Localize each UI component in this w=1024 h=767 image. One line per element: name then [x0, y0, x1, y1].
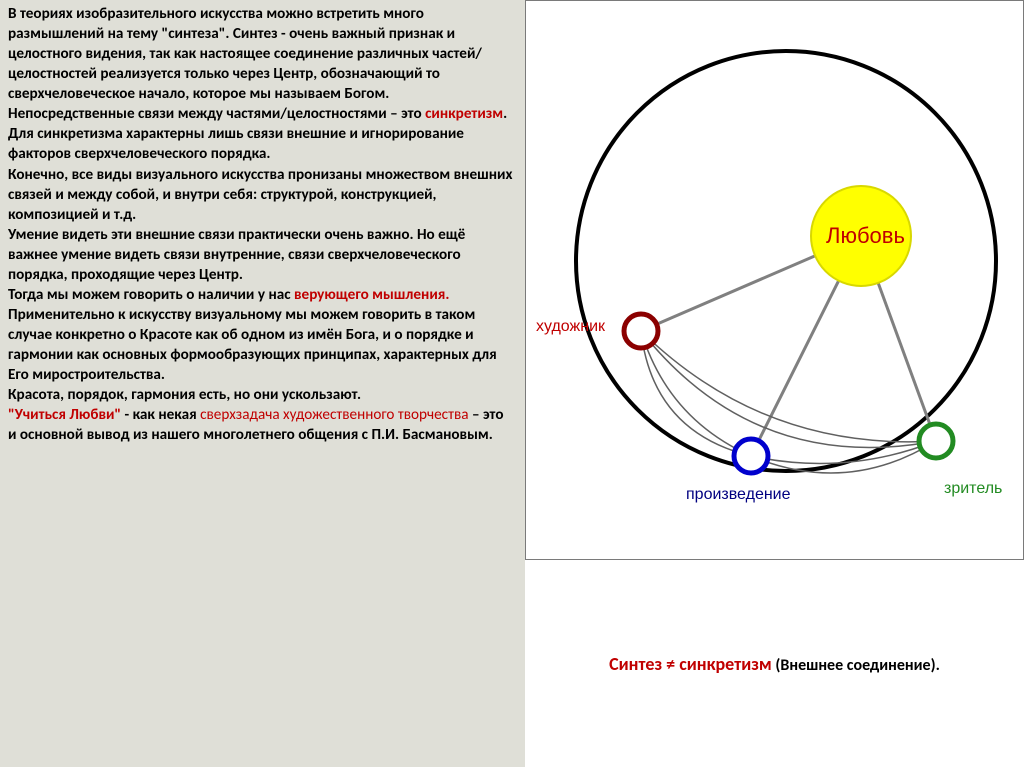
p2c: . [503, 105, 507, 123]
caption-c: (Внешнее соединение). [772, 656, 940, 675]
paragraph-4: Конечно, все виды визуального искусства … [8, 165, 515, 225]
paragraph-3: Для синкретизма характерны лишь связи вн… [8, 124, 515, 164]
paragraph-1: В теориях изобразительного искусства мож… [8, 4, 515, 104]
right-panel: Любовь художник произведение зритель Синтез… [525, 0, 1024, 767]
text-panel: В теориях изобразительного искусства мож… [0, 0, 525, 767]
caption-a: Синтез ≠ [609, 653, 679, 675]
diagram-container: Любовь художник произведение зритель [525, 0, 1024, 560]
svg-text:Любовь: Любовь [826, 223, 905, 248]
p8a: "Учиться Любви" [8, 406, 121, 424]
svg-text:произведение: произведение [686, 486, 791, 503]
p8b: - как некая [121, 406, 200, 424]
caption-b: синкретизм [679, 653, 772, 675]
synthesis-diagram: Любовь художник произведение зритель [526, 1, 1024, 561]
p6b: верующего мышления. [294, 286, 449, 304]
paragraph-7: Красота, порядок, гармония есть, но они … [8, 385, 515, 405]
p6a: Тогда мы можем говорить о наличии у нас [8, 286, 294, 304]
caption: Синтез ≠ синкретизм (Внешнее соединение)… [609, 653, 940, 675]
p5b: умение видеть связи внутренние, [61, 246, 285, 264]
p2a: Непосредственные связи между частями/цел… [8, 105, 425, 123]
p8c: сверхзадача художественного творчества [200, 406, 468, 424]
svg-text:художник: художник [536, 318, 606, 335]
paragraph-8: "Учиться Любви" - как некая сверхзадача … [8, 405, 515, 445]
paragraph-6: Тогда мы можем говорить о наличии у нас … [8, 285, 515, 385]
svg-text:зритель: зритель [944, 480, 1002, 497]
p8e: . [489, 426, 493, 444]
p2b: синкретизм [425, 105, 503, 123]
paragraph-2: Непосредственные связи между частями/цел… [8, 104, 515, 124]
paragraph-5: Умение видеть эти внешние связи практиче… [8, 225, 515, 285]
caption-area: Синтез ≠ синкретизм (Внешнее соединение)… [525, 560, 1024, 767]
